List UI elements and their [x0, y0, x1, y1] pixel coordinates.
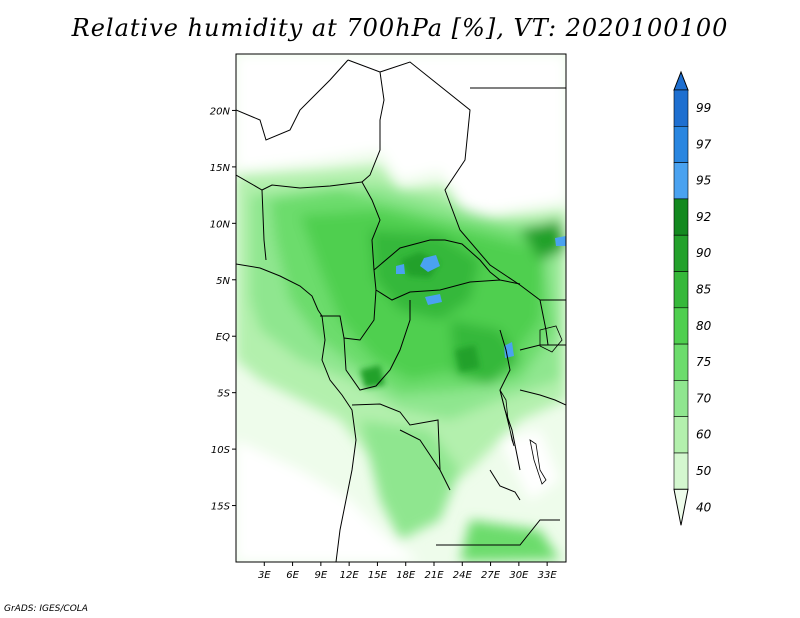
- chart-title: Relative humidity at 700hPa [%], VT: 202…: [71, 14, 729, 42]
- colorbar: 99 97 95 92 90 85 80 75 70 60 50 40: [673, 70, 712, 526]
- lat-tick-label: 15N: [210, 163, 231, 174]
- colorbar-label: 40: [696, 500, 712, 514]
- credit-text: GrADS: IGES/COLA: [4, 604, 88, 614]
- lon-tick-label: 33E: [538, 570, 558, 581]
- lake-outlines: [499, 325, 563, 485]
- latitude-axis: 20N 15N 10N 5N EQ 5S 10S 15S: [210, 106, 236, 513]
- colorbar-label: 99: [696, 101, 711, 115]
- colorbar-bottom-arrow: [673, 488, 689, 526]
- colorbar-swatch: [673, 307, 689, 345]
- colorbar-swatch: [673, 452, 689, 490]
- lon-tick-label: 21E: [424, 570, 444, 581]
- lat-tick-label: 5S: [217, 389, 230, 400]
- colorbar-swatch: [673, 234, 689, 272]
- lon-tick-label: 6E: [286, 570, 299, 581]
- colorbar-swatch: [673, 126, 689, 163]
- lat-tick-label: EQ: [216, 332, 230, 343]
- colorbar-swatch: [673, 198, 689, 236]
- colorbar-swatch: [673, 89, 689, 127]
- lat-tick-label: 10S: [211, 445, 231, 456]
- lon-tick-label: 24E: [453, 570, 473, 581]
- colorbar-swatch: [673, 162, 689, 200]
- lon-tick-label: 9E: [315, 570, 328, 581]
- colorbar-label: 95: [696, 174, 711, 188]
- map-frame: [235, 53, 567, 563]
- colorbar-label: 80: [696, 319, 712, 333]
- lon-tick-label: 27E: [481, 570, 501, 581]
- lat-tick-label: 10N: [210, 219, 231, 230]
- lon-tick-label: 3E: [258, 570, 271, 581]
- lon-tick-label: 18E: [396, 570, 416, 581]
- colorbar-top-arrow: [673, 70, 689, 91]
- colorbar-swatch: [673, 416, 689, 454]
- colorbar-swatch: [673, 343, 689, 381]
- country-borders: [236, 59, 566, 562]
- lat-tick-label: 5N: [216, 276, 230, 287]
- colorbar-label: 85: [696, 283, 711, 297]
- colorbar-label: 60: [696, 428, 712, 442]
- colorbar-label: 70: [696, 391, 712, 405]
- colorbar-label: 75: [696, 355, 711, 369]
- colorbar-swatch: [673, 271, 689, 309]
- colorbar-label: 92: [696, 210, 711, 224]
- longitude-axis: 3E 6E 9E 12E 15E 18E 21E 24E 27E 30E 33E: [258, 562, 557, 581]
- lon-tick-label: 12E: [340, 570, 360, 581]
- colorbar-label: 50: [696, 464, 712, 478]
- lat-tick-label: 15S: [211, 502, 231, 513]
- colorbar-swatch: [673, 380, 689, 417]
- lon-tick-label: 30E: [509, 570, 529, 581]
- colorbar-label: 97: [696, 137, 712, 151]
- colorbar-label: 90: [696, 246, 712, 260]
- humidity-field: [236, 54, 566, 562]
- lon-tick-label: 15E: [368, 570, 388, 581]
- lat-tick-label: 20N: [210, 106, 231, 117]
